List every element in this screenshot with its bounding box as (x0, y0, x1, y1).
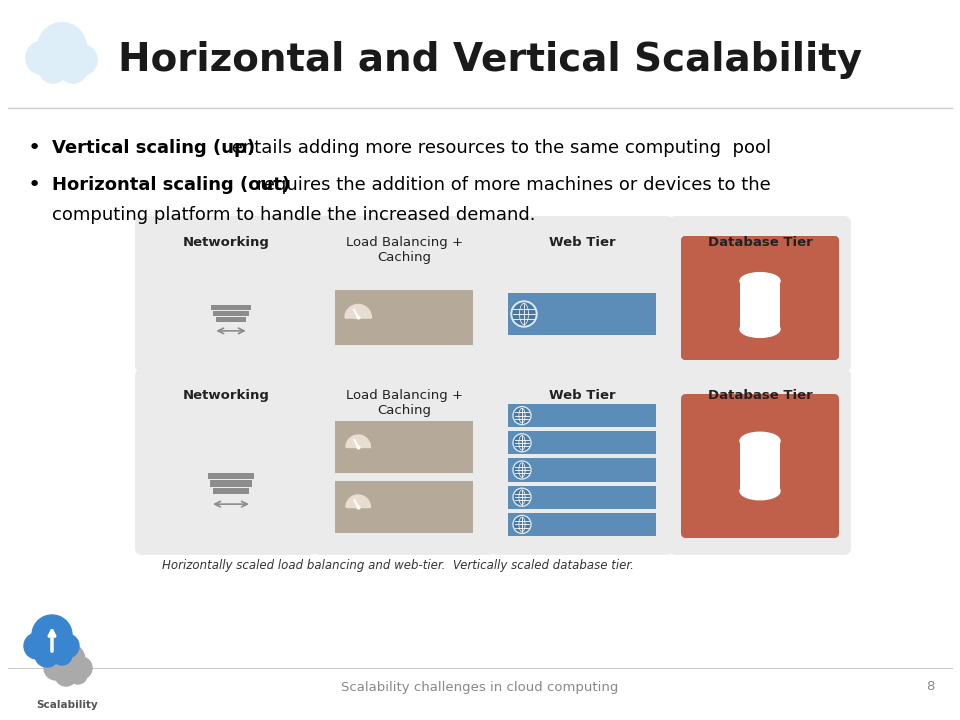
Polygon shape (345, 305, 371, 318)
Bar (207, 473, 254, 480)
Bar (508, 485, 656, 509)
Bar (216, 317, 247, 322)
Text: Web Tier: Web Tier (549, 389, 615, 402)
Circle shape (513, 407, 531, 425)
FancyBboxPatch shape (681, 236, 839, 360)
Circle shape (513, 516, 531, 534)
Text: Vertical scaling (up): Vertical scaling (up) (52, 139, 255, 157)
Text: 8: 8 (925, 680, 934, 693)
Bar (335, 481, 473, 533)
Circle shape (69, 666, 87, 684)
Text: Scalability: Scalability (36, 700, 98, 710)
Circle shape (44, 656, 68, 680)
Ellipse shape (740, 320, 780, 338)
Text: Web Tier: Web Tier (549, 236, 615, 249)
Circle shape (51, 643, 85, 677)
Bar (335, 421, 473, 473)
Circle shape (24, 633, 50, 659)
Circle shape (513, 488, 531, 506)
Bar (210, 480, 252, 487)
Polygon shape (346, 495, 370, 507)
Ellipse shape (740, 432, 780, 450)
Circle shape (515, 408, 530, 423)
Circle shape (59, 55, 87, 83)
Bar (508, 404, 656, 427)
Text: Load Balancing +
Caching: Load Balancing + Caching (346, 389, 463, 417)
Circle shape (55, 664, 77, 686)
Circle shape (39, 55, 67, 83)
Text: Scalability challenges in cloud computing: Scalability challenges in cloud computin… (342, 680, 618, 693)
FancyBboxPatch shape (669, 216, 851, 372)
Text: Load Balancing +
Caching: Load Balancing + Caching (346, 236, 463, 264)
Polygon shape (346, 435, 370, 447)
Circle shape (55, 634, 79, 658)
Circle shape (513, 461, 531, 479)
Text: computing platform to handle the increased demand.: computing platform to handle the increas… (52, 206, 536, 224)
Circle shape (70, 657, 92, 679)
Circle shape (66, 45, 97, 76)
Text: Horizontal scaling (out): Horizontal scaling (out) (52, 176, 290, 194)
Circle shape (32, 615, 72, 655)
Circle shape (26, 41, 59, 74)
Ellipse shape (741, 274, 779, 287)
Text: requires the addition of more machines or devices to the: requires the addition of more machines o… (252, 176, 771, 194)
Bar (740, 281, 780, 329)
Bar (335, 290, 473, 345)
FancyBboxPatch shape (681, 394, 839, 538)
Circle shape (37, 22, 86, 71)
Circle shape (511, 301, 537, 327)
FancyBboxPatch shape (491, 369, 673, 555)
Bar (508, 431, 656, 454)
Ellipse shape (740, 482, 780, 500)
Circle shape (35, 643, 59, 667)
Text: Networking: Networking (182, 236, 270, 249)
FancyBboxPatch shape (135, 216, 317, 372)
FancyBboxPatch shape (313, 216, 495, 372)
FancyBboxPatch shape (681, 236, 839, 360)
Circle shape (515, 462, 530, 477)
Bar (741, 280, 779, 330)
Bar (740, 441, 780, 491)
Text: Networking: Networking (182, 389, 270, 402)
Text: Database Tier: Database Tier (708, 389, 812, 402)
Bar (508, 459, 656, 482)
FancyBboxPatch shape (669, 369, 851, 555)
Text: entails adding more resources to the same computing  pool: entails adding more resources to the sam… (227, 139, 772, 157)
Circle shape (513, 433, 531, 452)
Bar (213, 311, 249, 316)
Text: Horizontal and Vertical Scalability: Horizontal and Vertical Scalability (118, 41, 862, 79)
Text: •: • (28, 175, 41, 195)
FancyBboxPatch shape (491, 216, 673, 372)
Bar (213, 487, 250, 494)
Circle shape (515, 490, 530, 505)
FancyBboxPatch shape (313, 369, 495, 555)
Text: •: • (28, 138, 41, 158)
Text: Horizontally scaled load balancing and web-tier.  Vertically scaled database tie: Horizontally scaled load balancing and w… (162, 559, 634, 572)
Bar (508, 513, 656, 536)
Text: Database Tier: Database Tier (708, 236, 812, 249)
Bar (508, 293, 656, 335)
Circle shape (515, 517, 530, 532)
Ellipse shape (740, 273, 780, 289)
Circle shape (513, 303, 535, 325)
Bar (211, 305, 251, 310)
FancyBboxPatch shape (135, 369, 317, 555)
Circle shape (52, 645, 72, 665)
Ellipse shape (741, 324, 779, 336)
Circle shape (515, 435, 530, 451)
